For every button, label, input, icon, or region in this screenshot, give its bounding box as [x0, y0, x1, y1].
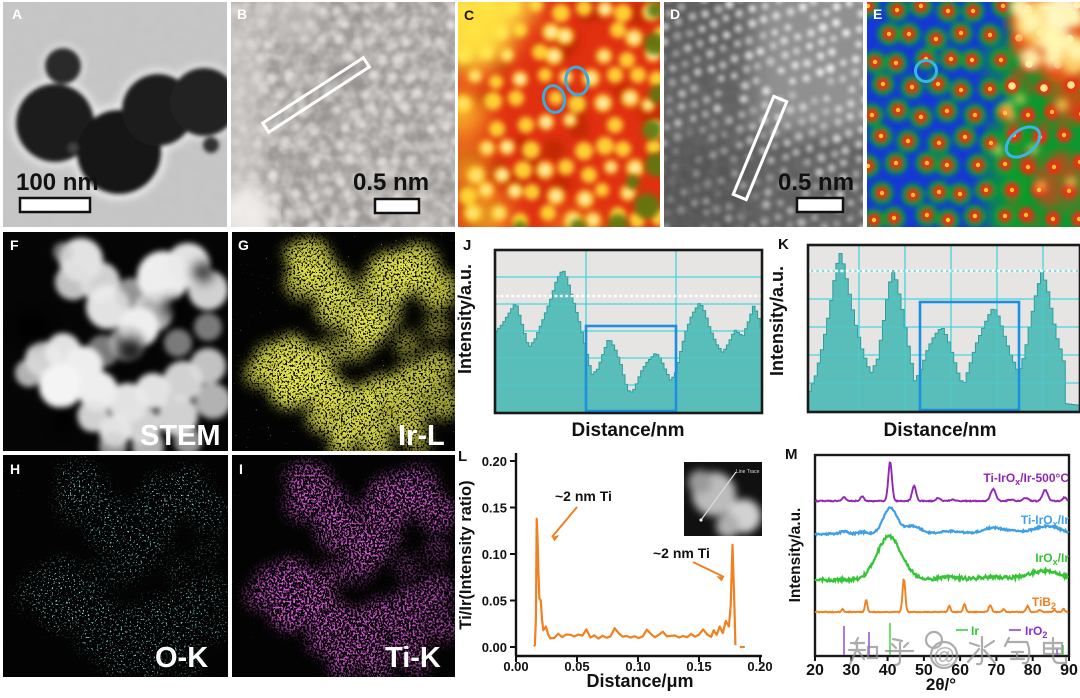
svg-text:90: 90: [1060, 662, 1078, 679]
svg-text:0.20: 0.20: [747, 659, 772, 674]
svg-text:J: J: [463, 237, 471, 254]
svg-text:A: A: [12, 6, 22, 22]
svg-text:O-K: O-K: [155, 642, 208, 674]
svg-text:Distance/nm: Distance/nm: [572, 420, 685, 441]
svg-text:D: D: [670, 6, 680, 22]
svg-text:2θ/°: 2θ/°: [926, 675, 956, 694]
svg-text:Ti-K: Ti-K: [385, 642, 441, 674]
svg-text:0.00: 0.00: [482, 640, 507, 655]
svg-text:~2 nm Ti: ~2 nm Ti: [653, 545, 710, 561]
svg-text:Ti-IrOx/Ir-500°C: Ti-IrOx/Ir-500°C: [983, 471, 1069, 487]
svg-text:G: G: [238, 237, 249, 253]
svg-text:0.5 nm: 0.5 nm: [778, 169, 854, 196]
svg-text:Intensity/a.u.: Intensity/a.u.: [767, 266, 787, 376]
svg-text:0.15: 0.15: [482, 501, 507, 516]
svg-text:C: C: [464, 7, 474, 23]
svg-text:0.00: 0.00: [503, 659, 528, 674]
svg-text:B: B: [237, 6, 247, 22]
svg-text:0.05: 0.05: [564, 659, 589, 674]
svg-text:F: F: [10, 237, 19, 253]
svg-text:0.05: 0.05: [482, 594, 507, 609]
svg-text:H: H: [10, 461, 20, 477]
svg-text:70: 70: [988, 662, 1006, 679]
svg-text:100 nm: 100 nm: [16, 169, 99, 196]
svg-text:Ir-L: Ir-L: [398, 420, 445, 452]
svg-text:STEM: STEM: [140, 420, 221, 452]
svg-text:TiB2: TiB2: [1032, 595, 1056, 611]
svg-text:0.10: 0.10: [625, 659, 650, 674]
svg-text:Ti-IrOx/Ir: Ti-IrOx/Ir: [1021, 513, 1069, 529]
svg-text:80: 80: [1024, 662, 1042, 679]
svg-text:I: I: [239, 461, 243, 477]
svg-text:Ti/Ir(Intensity ratio): Ti/Ir(Intensity ratio): [457, 480, 475, 629]
svg-text:K: K: [778, 236, 789, 253]
svg-text:IrOx/Ir: IrOx/Ir: [1035, 551, 1069, 567]
svg-text:E: E: [873, 6, 882, 22]
svg-text:Distance/nm: Distance/nm: [884, 420, 997, 441]
svg-text:Distance/μm: Distance/μm: [586, 671, 693, 691]
svg-text:0.5 nm: 0.5 nm: [353, 169, 429, 196]
svg-text:Line Trace: Line Trace: [736, 469, 760, 475]
svg-text:Ir: Ir: [971, 624, 979, 638]
svg-text:0.10: 0.10: [482, 547, 507, 562]
svg-text:M: M: [785, 446, 798, 463]
svg-text:IrO2: IrO2: [1025, 624, 1047, 640]
svg-text:50: 50: [915, 662, 933, 679]
svg-text:40: 40: [879, 662, 897, 679]
svg-text:Intensity/a.u.: Intensity/a.u.: [455, 264, 475, 374]
svg-text:60: 60: [951, 662, 969, 679]
svg-text:30: 30: [842, 662, 860, 679]
svg-text:0.15: 0.15: [686, 659, 711, 674]
svg-text:~2 nm Ti: ~2 nm Ti: [555, 488, 612, 504]
svg-text:20: 20: [806, 662, 824, 679]
svg-text:0.20: 0.20: [482, 454, 507, 469]
svg-text:@: @: [933, 643, 954, 668]
svg-text:Intensity/a.u.: Intensity/a.u.: [787, 508, 804, 603]
svg-text:L: L: [458, 448, 467, 465]
